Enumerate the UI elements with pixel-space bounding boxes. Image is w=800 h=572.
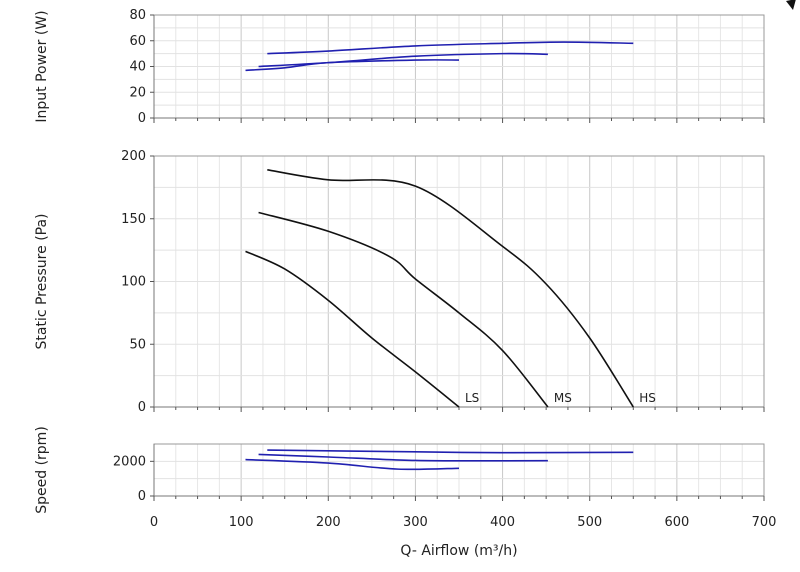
- series-line-pressure-hs: [267, 169, 634, 408]
- series-line-power-1: [258, 52, 548, 68]
- y-tick-label: 20: [129, 85, 146, 100]
- panel-speed: 0 2000 Speed (rpm): [34, 426, 765, 514]
- y-tick-label: 0: [138, 400, 146, 415]
- y-tick-label: 0: [138, 111, 146, 126]
- x-axis-title: Q- Airflow (m³/h): [400, 543, 517, 559]
- y-tick-label: 60: [129, 34, 146, 49]
- series-label-ms: MS: [554, 391, 572, 405]
- y-tick-label: 50: [129, 337, 146, 352]
- y-tick-label: 40: [129, 60, 146, 75]
- y-tick-label: 80: [129, 8, 146, 23]
- x-tick-label: 200: [316, 515, 341, 530]
- x-tick-label: 500: [577, 515, 602, 530]
- x-tick-label: 700: [752, 515, 777, 530]
- series-line-pressure-ms: [258, 211, 549, 408]
- y-axis-title: Static Pressure (Pa): [34, 213, 50, 349]
- series-line-pressure-ls: [245, 250, 460, 408]
- series-line-power-0: [267, 41, 634, 55]
- y-tick-label: 150: [121, 212, 146, 227]
- y-tick-label: 0: [138, 489, 146, 504]
- series-line-speed-2: [245, 458, 460, 471]
- series-label-ls: LS: [465, 391, 479, 405]
- panel-power: 0 20 40 60 80 Input Power (W): [34, 8, 765, 126]
- x-tick-label: 100: [229, 515, 254, 530]
- y-axis-title: Input Power (W): [34, 10, 50, 122]
- series-label-hs: HS: [639, 391, 656, 405]
- series-line-speed-1: [258, 453, 548, 462]
- y-tick-label: 200: [121, 149, 146, 164]
- series-line-speed-0: [267, 449, 634, 454]
- x-tick-label: 600: [664, 515, 689, 530]
- corner-icon[interactable]: [784, 0, 798, 14]
- x-tick-label: 0: [150, 515, 158, 530]
- x-tick-label: 300: [403, 515, 428, 530]
- series-line-power-2: [245, 59, 460, 72]
- y-tick-label: 2000: [113, 454, 146, 469]
- y-tick-label: 100: [121, 275, 146, 290]
- y-axis-title: Speed (rpm): [34, 426, 50, 514]
- panel-pressure: 0 50 100 150 200 Static Pressure (Pa) HS MS LS: [34, 149, 765, 415]
- x-tick-label: 400: [490, 515, 515, 530]
